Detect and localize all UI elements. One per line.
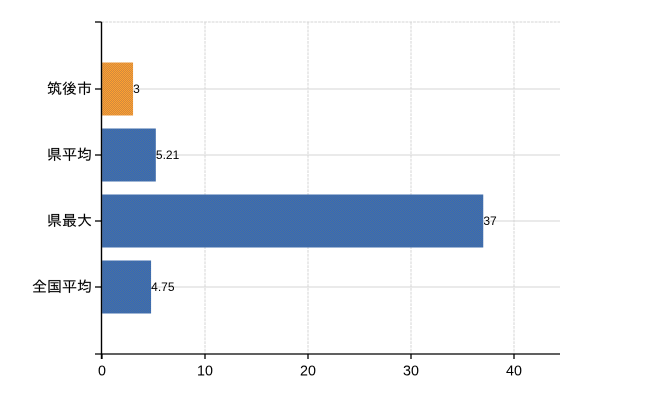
svg-text:40: 40 — [506, 364, 522, 380]
svg-text:10: 10 — [197, 364, 213, 380]
svg-text:30: 30 — [403, 364, 419, 380]
svg-text:3: 3 — [133, 82, 140, 96]
svg-text:37: 37 — [483, 214, 497, 228]
svg-text:0: 0 — [98, 364, 106, 380]
svg-text:20: 20 — [300, 364, 316, 380]
svg-text:5.21: 5.21 — [156, 148, 180, 162]
svg-text:4.75: 4.75 — [151, 280, 175, 294]
